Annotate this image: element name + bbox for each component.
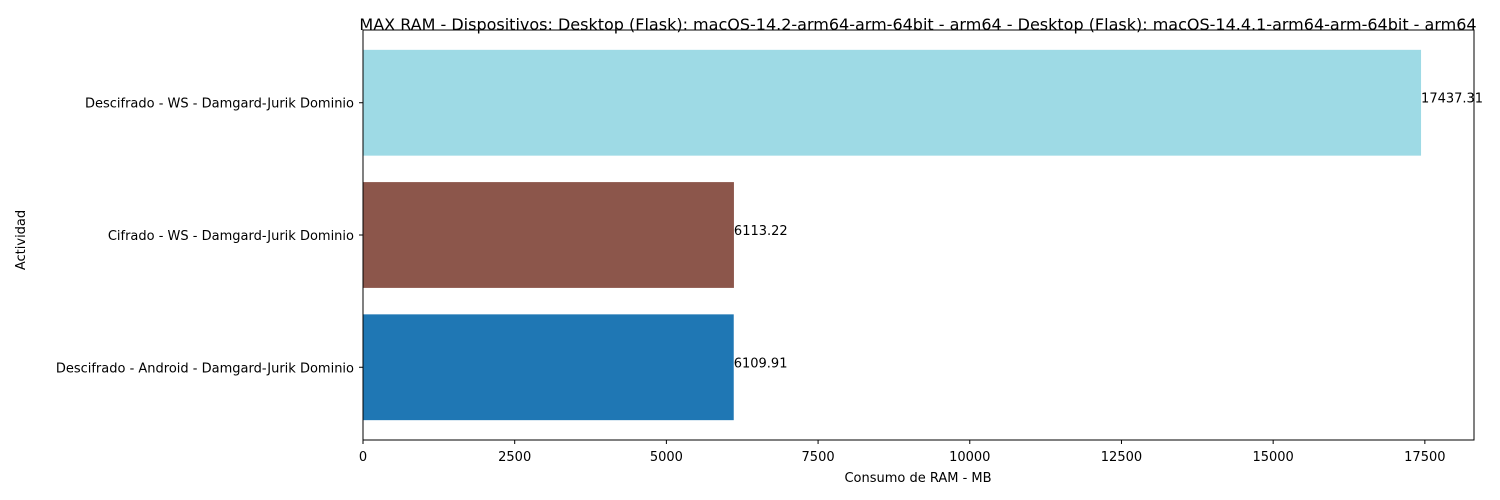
bar — [363, 182, 734, 288]
x-axis-label: Consumo de RAM - MB — [844, 471, 991, 486]
value-labels: 6109.91 6113.22 17437.31 — [734, 92, 1483, 372]
x-tick-label: 12500 — [1101, 450, 1142, 465]
bar — [363, 314, 734, 421]
x-axis-ticks: 0 2500 5000 7500 10000 12500 15000 17500 — [359, 440, 1446, 465]
x-tick-label: 17500 — [1404, 450, 1445, 465]
x-tick-label: 10000 — [949, 450, 990, 465]
y-tick-label: Cifrado - WS - Damgard-Jurik Dominio — [108, 229, 354, 244]
x-tick-label: 0 — [359, 450, 367, 465]
chart-title: MAX RAM - Dispositivos: Desktop (Flask):… — [359, 15, 1476, 34]
x-tick-label: 2500 — [498, 450, 531, 465]
x-tick-label: 5000 — [650, 450, 683, 465]
x-tick-label: 15000 — [1252, 450, 1293, 465]
y-tick-label: Descifrado - WS - Damgard-Jurik Dominio — [85, 97, 354, 112]
x-tick-label: 7500 — [802, 450, 835, 465]
y-axis-label: Actividad — [14, 210, 29, 270]
bar — [363, 49, 1422, 156]
bars — [363, 49, 1422, 421]
bar-value-label: 6109.91 — [734, 356, 788, 371]
bar-value-label: 17437.31 — [1421, 92, 1483, 107]
bar-value-label: 6113.22 — [734, 224, 788, 239]
y-axis-ticks: Descifrado - Android - Damgard-Jurik Dom… — [56, 97, 363, 376]
y-tick-label: Descifrado - Android - Damgard-Jurik Dom… — [56, 361, 354, 376]
